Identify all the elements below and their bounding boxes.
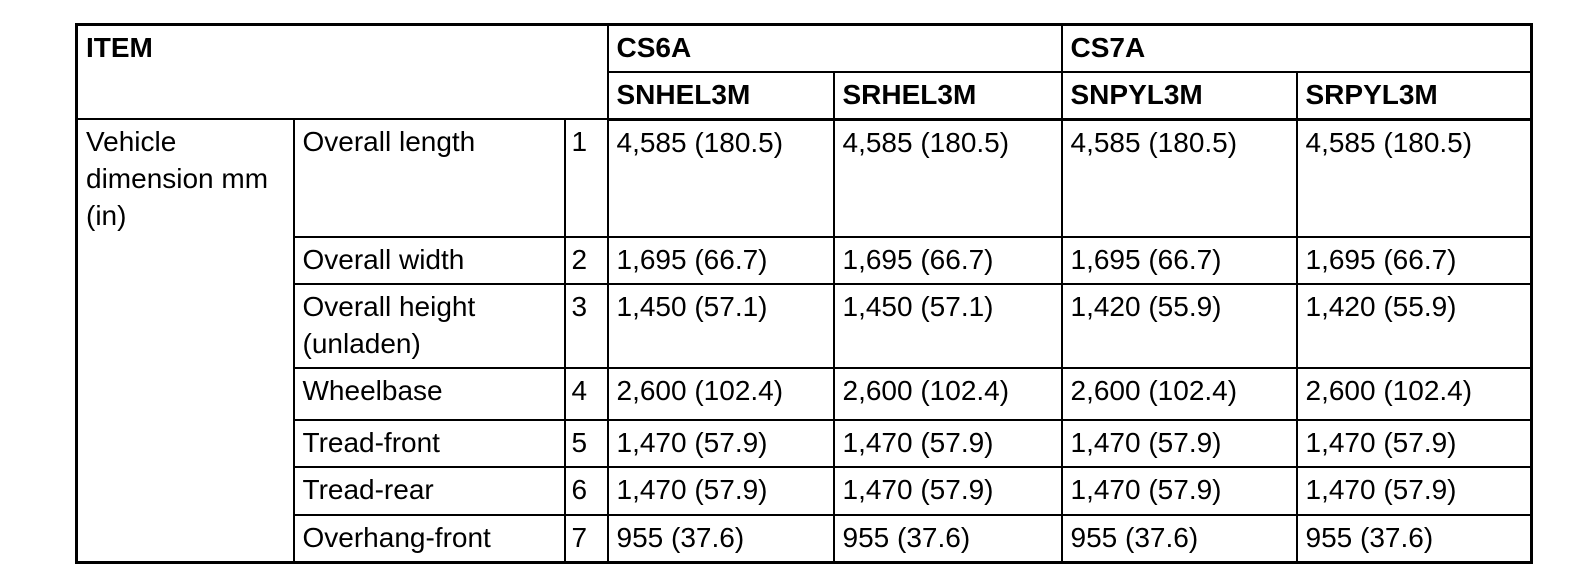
category-cell: Vehicle dimension mm (in) — [75, 118, 295, 564]
value-cell: 1,470 (57.9) — [1060, 466, 1298, 517]
value-cell: 2,600 (102.4) — [832, 367, 1063, 422]
value-cell: 1,470 (57.9) — [1295, 466, 1533, 517]
value-cell: 1,695 (66.7) — [606, 236, 835, 286]
model-header-snpyl3m: SNPYL3M — [1060, 70, 1298, 121]
table-row: Tread-rear 6 1,470 (57.9) 1,470 (57.9) 1… — [77, 466, 1533, 517]
value-cell: 955 (37.6) — [606, 514, 835, 564]
table-row: Overhang-front 7 955 (37.6) 955 (37.6) 9… — [77, 514, 1533, 564]
model-header-snhel3m: SNHEL3M — [606, 70, 835, 121]
value-cell: 4,585 (180.5) — [1060, 118, 1298, 239]
row-label-cell: Overall length — [292, 118, 566, 239]
row-label-cell: Overhang-front — [292, 514, 566, 564]
row-num-cell: 1 — [563, 118, 609, 239]
value-cell: 955 (37.6) — [832, 514, 1063, 564]
row-num-cell: 5 — [563, 419, 609, 469]
value-cell: 4,585 (180.5) — [1295, 118, 1533, 239]
value-cell: 955 (37.6) — [1295, 514, 1533, 564]
row-num-cell: 3 — [563, 283, 609, 370]
row-label-cell: Overall height (unladen) — [292, 283, 566, 370]
value-cell: 2,600 (102.4) — [1295, 367, 1533, 422]
row-num-cell: 6 — [563, 466, 609, 517]
value-cell: 4,585 (180.5) — [832, 118, 1063, 239]
model-header-srhel3m: SRHEL3M — [832, 70, 1063, 121]
group-header-cs6a: CS6A — [606, 23, 1063, 73]
value-cell: 2,600 (102.4) — [606, 367, 835, 422]
value-cell: 1,420 (55.9) — [1060, 283, 1298, 370]
row-num-cell: 7 — [563, 514, 609, 564]
value-cell: 1,695 (66.7) — [832, 236, 1063, 286]
value-cell: 1,470 (57.9) — [832, 466, 1063, 517]
row-num-cell: 4 — [563, 367, 609, 422]
table-row: Vehicle dimension mm (in) Overall length… — [75, 118, 1533, 564]
table-row: Overall height (unladen) 3 1,450 (57.1) … — [77, 283, 1533, 370]
row-label-cell: Tread-front — [292, 419, 566, 469]
value-cell: 1,470 (57.9) — [606, 419, 835, 469]
value-cell: 2,600 (102.4) — [1060, 367, 1298, 422]
value-cell: 1,420 (55.9) — [1295, 283, 1533, 370]
table-row: Tread-front 5 1,470 (57.9) 1,470 (57.9) … — [77, 419, 1533, 469]
item-header-cell: ITEM — [75, 23, 609, 121]
value-cell: 1,470 (57.9) — [832, 419, 1063, 469]
value-cell: 1,470 (57.9) — [1060, 419, 1298, 469]
value-cell: 1,450 (57.1) — [832, 283, 1063, 370]
row-label-cell: Tread-rear — [292, 466, 566, 517]
vehicle-dimension-spec-table: ITEM CS6A CS7A SNHEL3M SRHEL3M SNPYL3M S… — [75, 23, 1533, 564]
value-cell: 1,450 (57.1) — [606, 283, 835, 370]
row-num-cell: 2 — [563, 236, 609, 286]
row-label-cell: Wheelbase — [292, 367, 566, 422]
table-row: Wheelbase 4 2,600 (102.4) 2,600 (102.4) … — [77, 367, 1533, 422]
row-label-cell: Overall width — [292, 236, 566, 286]
value-cell: 1,695 (66.7) — [1060, 236, 1298, 286]
value-cell: 1,470 (57.9) — [606, 466, 835, 517]
table-row: Overall width 2 1,695 (66.7) 1,695 (66.7… — [77, 236, 1533, 286]
value-cell: 1,695 (66.7) — [1295, 236, 1533, 286]
value-cell: 4,585 (180.5) — [606, 118, 835, 239]
header-row-models: SNHEL3M SRHEL3M SNPYL3M SRPYL3M — [77, 70, 1533, 121]
value-cell: 955 (37.6) — [1060, 514, 1298, 564]
value-cell: 1,470 (57.9) — [1295, 419, 1533, 469]
group-header-cs7a: CS7A — [1060, 23, 1533, 73]
model-header-srpyl3m: SRPYL3M — [1295, 70, 1533, 121]
header-row-groups: ITEM CS6A CS7A — [75, 23, 1533, 121]
